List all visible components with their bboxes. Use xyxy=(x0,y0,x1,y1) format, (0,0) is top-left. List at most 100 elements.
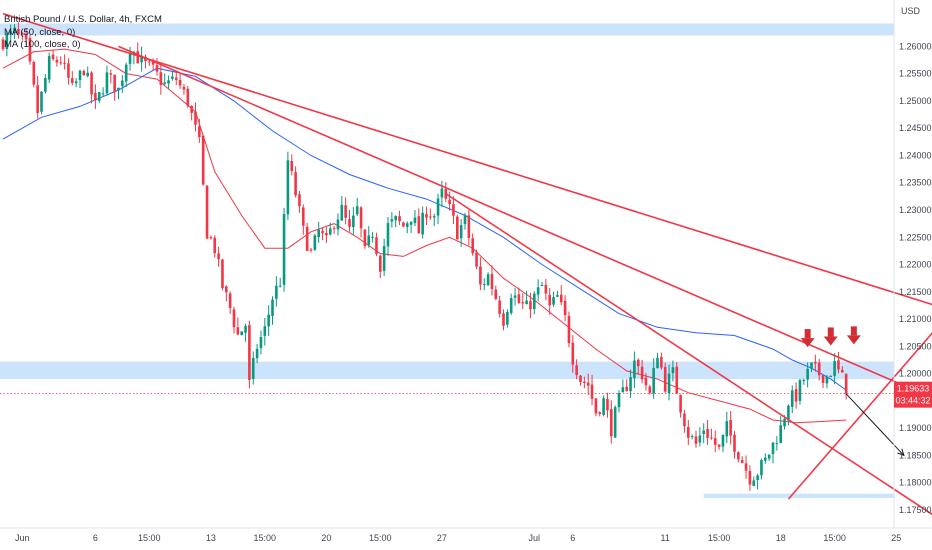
candle-body xyxy=(644,377,648,386)
candle-body xyxy=(148,61,151,63)
candle-body xyxy=(590,384,594,399)
symbol-title[interactable]: British Pound / U.S. Dollar, 4h, FXCM xyxy=(4,14,162,25)
candle-body xyxy=(486,274,490,286)
candle-body xyxy=(63,62,66,64)
time-axis-ticks[interactable]: Jun 6 15:00 13 15:00 20 15:00 27 Jul 6 11 15:00 18 15… xyxy=(15,533,932,543)
price-tick-label: 1.24500 xyxy=(899,123,932,133)
down-arrow-marker-2[interactable] xyxy=(823,327,838,346)
candle-body xyxy=(24,34,28,40)
candle-body xyxy=(286,160,290,215)
candle-body xyxy=(128,53,132,64)
legend-ma100[interactable]: MA (100, close, 0) xyxy=(4,39,81,50)
candle-body xyxy=(556,295,559,297)
candle-body xyxy=(675,366,679,394)
candle-body xyxy=(379,255,382,272)
down-arrow-marker-3[interactable] xyxy=(846,326,861,345)
candle-body xyxy=(837,360,840,370)
candle-body xyxy=(55,59,59,63)
trendline-4[interactable] xyxy=(787,259,932,500)
candle-body xyxy=(20,33,24,35)
candle-body xyxy=(841,369,844,373)
candle-body xyxy=(467,215,471,238)
candle-body xyxy=(640,366,644,380)
candle-body xyxy=(113,74,116,92)
candle-body xyxy=(621,387,625,393)
marker-shaft xyxy=(804,329,811,339)
candle-body xyxy=(602,398,605,415)
candle-body xyxy=(448,199,451,205)
candle-body xyxy=(244,325,247,333)
candle-body xyxy=(298,194,301,207)
candle-body xyxy=(502,313,505,326)
candle-body xyxy=(617,393,621,408)
candle-body xyxy=(636,359,640,367)
candle-body xyxy=(440,188,444,198)
time-tick-label: 25 xyxy=(891,533,901,543)
price-tick-label: 1.22000 xyxy=(899,260,932,270)
candle-body xyxy=(563,300,567,316)
candle-body xyxy=(764,457,767,461)
price-tick-label: 1.23500 xyxy=(899,178,932,188)
candle-body xyxy=(163,82,166,84)
candle-body xyxy=(240,331,243,336)
candle-body xyxy=(159,72,163,85)
candle-body xyxy=(594,398,598,414)
candle-body xyxy=(225,286,228,293)
last-price-value: 1.19633 xyxy=(897,384,930,394)
price-tick-label: 1.18000 xyxy=(899,478,932,488)
time-tick-label: 27 xyxy=(437,533,447,543)
candle-body xyxy=(456,216,459,240)
candle-body xyxy=(221,259,224,289)
candle-body xyxy=(540,285,544,287)
trendline-2[interactable] xyxy=(118,45,932,425)
trendline-3[interactable] xyxy=(445,192,932,524)
last-price-box xyxy=(894,381,932,408)
candle-body xyxy=(548,294,551,306)
candle-body xyxy=(198,126,201,138)
candle-body xyxy=(417,216,421,234)
candle-body xyxy=(471,238,474,254)
candle-body xyxy=(394,215,397,221)
candle-body xyxy=(687,427,690,438)
candle-body xyxy=(32,61,36,85)
candle-body xyxy=(255,348,259,359)
candle-body xyxy=(814,361,817,364)
time-tick-label: Jul xyxy=(529,533,541,543)
trendline-1[interactable] xyxy=(2,12,932,325)
candle-body xyxy=(613,407,617,438)
candle-body xyxy=(36,85,39,113)
candle-body xyxy=(205,185,209,239)
candle-body xyxy=(328,228,332,235)
candle-body xyxy=(371,236,374,238)
support-resistance-zone-2 xyxy=(0,361,894,380)
candle-body xyxy=(355,206,359,215)
candle-body xyxy=(124,64,128,82)
candle-body xyxy=(359,207,363,229)
candle-body xyxy=(109,73,113,75)
marker-head xyxy=(800,338,815,348)
candle-body xyxy=(656,357,659,369)
candle-body xyxy=(44,78,47,92)
candle-body xyxy=(367,235,371,245)
marker-shaft xyxy=(827,327,834,337)
candle-body xyxy=(452,204,455,216)
candle-body xyxy=(425,213,428,218)
candle-body xyxy=(729,420,732,436)
candle-body xyxy=(525,300,528,305)
candle-body xyxy=(140,56,143,63)
candle-body xyxy=(429,216,432,218)
candle-body xyxy=(575,365,578,375)
legend-ma50[interactable]: MA (50, close, 0) xyxy=(4,27,75,38)
candle-body xyxy=(536,287,540,295)
candle-body xyxy=(810,362,813,369)
candle-body xyxy=(174,77,178,80)
candle-body xyxy=(317,229,320,237)
time-tick-label: 15:00 xyxy=(369,533,392,543)
candle-body xyxy=(790,390,794,407)
candle-body xyxy=(278,285,282,287)
candle-body xyxy=(660,356,663,368)
candle-body xyxy=(201,135,205,185)
candle-body xyxy=(413,217,417,224)
down-arrow-marker-1[interactable] xyxy=(800,329,815,348)
